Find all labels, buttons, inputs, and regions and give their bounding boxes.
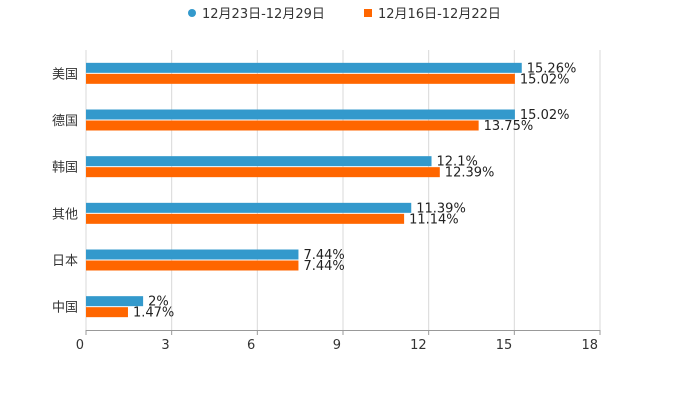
grid-lines [85,50,601,330]
bar-series-2[interactable] [86,73,515,84]
category-label: 其他 [52,207,78,222]
data-label: 1.47% [133,306,174,321]
x-tick-label: 3 [161,338,169,353]
data-label: 13.75% [484,119,534,134]
data-label: 15.02% [520,72,570,87]
category-label: 中国 [52,301,78,316]
bar-series-2[interactable] [86,213,405,224]
x-tick-label: 15 [496,338,513,353]
category-label: 德国 [52,114,78,129]
bar-series-1[interactable] [86,109,515,120]
data-label: 12.1% [437,155,478,170]
legend-item[interactable]: 12月23日-12月29日 [188,7,325,22]
bar-series-1[interactable] [86,202,412,213]
legend-label: 12月16日-12月22日 [378,7,501,22]
bar-series-2[interactable] [86,307,128,318]
bar-series-2[interactable] [86,167,440,178]
data-label: 11.39% [416,201,466,216]
data-label: 7.44% [303,259,344,274]
bar-series-1[interactable] [86,156,432,167]
x-axis: 0 3 6 9 12 15 18 [76,330,601,353]
data-label: 11.14% [409,212,459,227]
bar-series-1[interactable] [86,249,299,260]
x-tick-label: 0 [76,338,84,353]
bar-series-1[interactable] [86,296,144,307]
category-label: 日本 [52,254,78,269]
legend-label: 12月23日-12月29日 [202,7,325,22]
legend: 12月23日-12月29日 12月16日-12月22日 [188,7,501,22]
data-label: 15.02% [520,108,570,123]
data-label: 7.44% [303,248,344,263]
data-label: 15.26% [527,61,577,76]
data-label: 2% [148,295,169,310]
data-label: 12.39% [445,166,495,181]
legend-item[interactable]: 12月16日-12月22日 [364,7,501,22]
bar-series-2[interactable] [86,120,479,131]
x-tick-label: 12 [410,338,427,353]
legend-marker [188,9,196,17]
x-tick-label: 18 [581,338,598,353]
x-tick-label: 9 [333,338,341,353]
x-tick-label: 6 [247,338,255,353]
category-label: 韩国 [52,161,78,176]
bar-series-1[interactable] [86,62,522,73]
bar-series-2[interactable] [86,260,299,271]
bars: 15.26%15.02%15.02%13.75%12.1%12.39%11.39… [86,61,577,321]
legend-marker [364,9,372,17]
category-label: 美国 [52,67,78,82]
